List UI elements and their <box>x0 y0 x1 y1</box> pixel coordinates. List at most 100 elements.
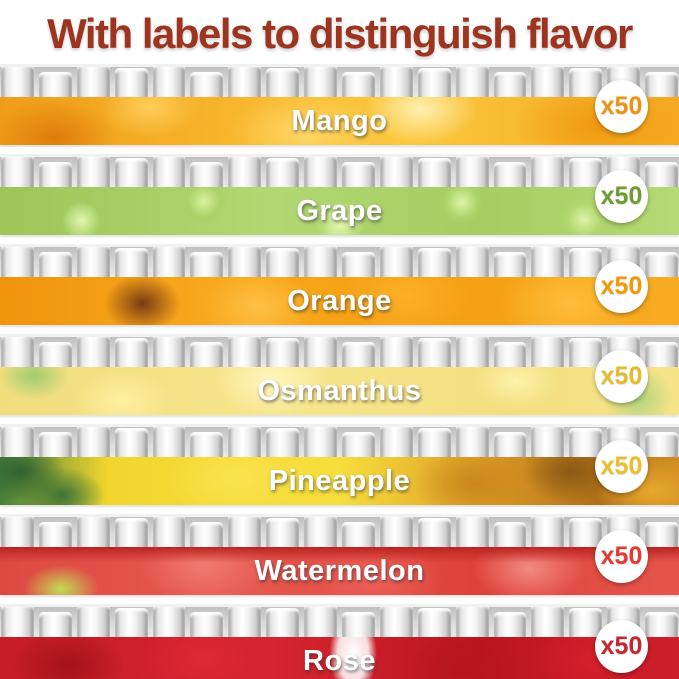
count-label: x50 <box>600 92 643 120</box>
toothpick-cap <box>38 252 72 277</box>
toothpick-cap <box>455 517 489 547</box>
toothpick-cap <box>455 427 489 457</box>
toothpick-cap <box>417 428 451 457</box>
count-badge: x50 <box>595 170 648 223</box>
toothpick-cap <box>304 157 338 187</box>
count-label: x50 <box>600 182 643 210</box>
toothpick-cap <box>76 157 110 187</box>
flavor-label: Pineapple <box>268 464 411 497</box>
toothpick-cap <box>455 247 489 277</box>
toothpick-cap <box>304 607 338 637</box>
toothpick-cap <box>531 337 565 367</box>
toothpick-cap <box>531 517 565 547</box>
toothpick-cap <box>304 427 338 457</box>
toothpick-cap <box>379 427 413 457</box>
toothpick-cap <box>455 67 489 97</box>
toothpick-cap <box>531 427 565 457</box>
toothpick-cap <box>76 247 110 277</box>
flavor-photo-band: Osmanthus <box>0 367 679 415</box>
toothpick-cap <box>114 428 148 457</box>
toothpick-cap <box>76 67 110 97</box>
flavor-strip: Rose x50 <box>0 604 679 679</box>
toothpick-cap <box>493 612 527 637</box>
flavor-photo-band: Mango <box>0 97 679 145</box>
flavor-photo-band: Orange <box>0 277 679 325</box>
toothpick-cap <box>152 607 186 637</box>
toothpick-cap <box>417 608 451 637</box>
toothpick-cap <box>1 427 34 457</box>
toothpick-cap <box>114 608 148 637</box>
flavor-strip: Pineapple x50 <box>0 424 679 505</box>
toothpick-cap <box>417 68 451 97</box>
toothpick-cap <box>645 612 679 637</box>
toothpick-cap <box>531 157 565 187</box>
toothpick-cap <box>114 338 148 367</box>
toothpick-cap <box>38 522 72 547</box>
toothpick-cap <box>493 342 527 367</box>
flavor-label: Mango <box>291 104 388 137</box>
toothpick-cap <box>531 607 565 637</box>
toothpick-cap <box>152 67 186 97</box>
toothpick-cap <box>228 337 262 367</box>
toothpick-cap <box>342 162 375 187</box>
toothpick-cap <box>569 338 603 367</box>
toothpick-cap <box>228 247 262 277</box>
toothpick-cap <box>114 68 148 97</box>
flavor-strip: Osmanthus x50 <box>0 334 679 415</box>
toothpick-cap <box>417 248 451 277</box>
toothpick-cap <box>455 157 489 187</box>
toothpick-cap <box>266 68 300 97</box>
toothpick-cap <box>266 338 300 367</box>
toothpick-cap <box>379 67 413 97</box>
flavor-strip: Grape x50 <box>0 154 679 235</box>
toothpick-cap <box>190 162 224 187</box>
toothpick-cap <box>38 432 72 457</box>
toothpick-cap <box>569 428 603 457</box>
toothpick-cap <box>493 432 527 457</box>
toothpick-cap <box>228 157 262 187</box>
flavor-photo-band: Grape <box>0 187 679 235</box>
toothpick-cap <box>76 517 110 547</box>
toothpick-cap <box>569 608 603 637</box>
flavor-label: Grape <box>296 194 383 227</box>
toothpick-cap <box>38 342 72 367</box>
toothpick-cap <box>342 342 375 367</box>
toothpick-cap <box>76 337 110 367</box>
toothpick-cap <box>304 517 338 547</box>
flavor-label: Orange <box>287 284 392 317</box>
count-badge: x50 <box>595 260 648 313</box>
toothpick-cap <box>266 248 300 277</box>
toothpick-cap <box>304 337 338 367</box>
toothpick-cap <box>569 68 603 97</box>
toothpick-cap <box>645 252 679 277</box>
toothpick-cap <box>1 607 34 637</box>
toothpick-cap <box>342 72 375 97</box>
toothpick-cap <box>152 337 186 367</box>
flavor-strips-container: Mango x50 Grape x50 Orange x50 Osmanthus… <box>0 64 679 679</box>
flavor-photo-band: Watermelon <box>0 547 679 595</box>
toothpick-cap <box>190 522 224 547</box>
toothpick-cap <box>114 158 148 187</box>
toothpick-cap <box>152 157 186 187</box>
toothpick-cap <box>342 252 375 277</box>
toothpick-cap <box>152 517 186 547</box>
toothpick-cap <box>417 158 451 187</box>
toothpick-cap <box>38 72 72 97</box>
flavor-photo-band: Rose <box>0 637 679 679</box>
toothpick-cap <box>228 67 262 97</box>
toothpick-cap <box>1 247 34 277</box>
page-title: With labels to distinguish flavor <box>47 10 633 57</box>
toothpick-caps-row <box>0 244 679 277</box>
toothpick-cap <box>645 162 679 187</box>
toothpick-cap <box>569 518 603 547</box>
toothpick-cap <box>493 72 527 97</box>
toothpick-cap <box>38 162 72 187</box>
toothpick-cap <box>38 612 72 637</box>
toothpick-cap <box>455 607 489 637</box>
toothpick-cap <box>1 337 34 367</box>
flavor-label: Watermelon <box>254 554 425 587</box>
count-badge: x50 <box>595 350 648 403</box>
toothpick-caps-row <box>0 514 679 547</box>
toothpick-cap <box>304 67 338 97</box>
